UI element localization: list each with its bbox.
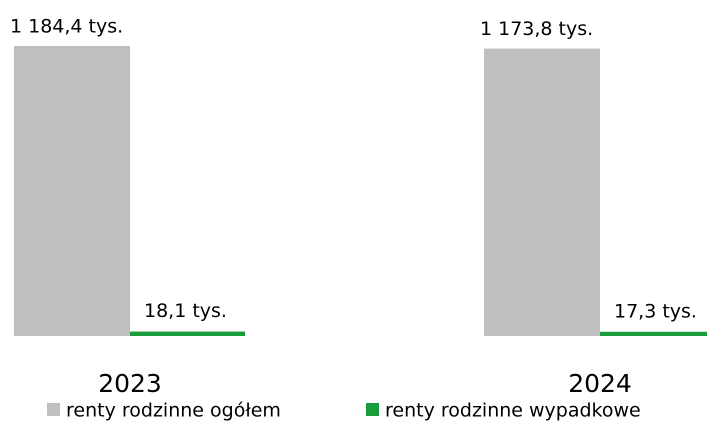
legend-swatch [47,403,60,416]
bar [484,48,600,337]
legend-label: renty rodzinne wypadkowe [385,400,641,422]
x-tick-label: 2024 [568,369,632,398]
value-label: 1 173,8 tys. [480,18,593,40]
value-label: 17,3 tys. [614,300,697,322]
legend-swatch [366,403,379,416]
bar [130,331,245,336]
value-label: 1 184,4 tys. [10,16,123,38]
value-label: 18,1 tys. [144,300,227,322]
legend-label: renty rodzinne ogółem [66,400,281,422]
bar [14,46,130,336]
x-tick-label: 2023 [98,369,162,398]
bar [600,331,707,336]
